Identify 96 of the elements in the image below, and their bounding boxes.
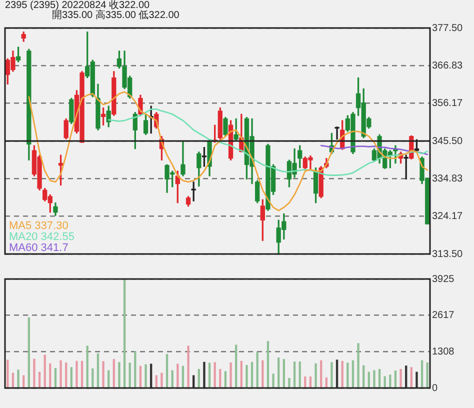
text: MA5 337.30 bbox=[9, 220, 68, 232]
bar bbox=[6, 360, 9, 388]
bar bbox=[44, 354, 46, 388]
bar bbox=[176, 364, 179, 388]
bar bbox=[262, 360, 264, 388]
bar bbox=[123, 279, 126, 388]
bar bbox=[203, 362, 206, 388]
bar bbox=[198, 368, 200, 388]
bar bbox=[378, 368, 381, 388]
bar bbox=[278, 357, 280, 388]
bar bbox=[144, 364, 147, 388]
bar bbox=[214, 362, 216, 388]
y-tick-label: 356.17 bbox=[432, 98, 464, 110]
bar bbox=[256, 352, 258, 388]
bar bbox=[118, 362, 120, 388]
bar bbox=[108, 370, 110, 388]
bar bbox=[171, 370, 174, 388]
bar bbox=[166, 354, 168, 388]
bar bbox=[394, 370, 397, 388]
text: MA60 341.7 bbox=[9, 242, 68, 254]
y-tick-label: 2617 bbox=[432, 310, 455, 322]
bar bbox=[288, 378, 290, 388]
bar bbox=[272, 374, 274, 388]
bar bbox=[368, 372, 370, 388]
bar bbox=[266, 340, 270, 388]
bar bbox=[80, 360, 84, 388]
bar bbox=[293, 362, 296, 388]
bar bbox=[17, 370, 20, 388]
bar bbox=[187, 346, 190, 388]
y-tick-label: 0 bbox=[432, 382, 438, 394]
bar bbox=[426, 362, 428, 388]
text: MA20 342.55 bbox=[9, 231, 74, 243]
bar bbox=[325, 377, 328, 388]
y-tick-label: 366.83 bbox=[432, 60, 464, 72]
bar bbox=[219, 368, 222, 388]
bar bbox=[208, 362, 211, 388]
bar bbox=[22, 375, 25, 388]
bar bbox=[86, 346, 88, 388]
bar bbox=[282, 359, 285, 388]
bar bbox=[33, 358, 36, 388]
bar bbox=[304, 376, 306, 388]
bar bbox=[416, 372, 418, 388]
bar bbox=[240, 360, 242, 388]
bar bbox=[96, 353, 100, 388]
bar bbox=[192, 375, 195, 388]
bar bbox=[76, 360, 78, 388]
bar bbox=[60, 360, 62, 388]
y-tick-label: 313.50 bbox=[432, 248, 464, 260]
bar bbox=[65, 362, 68, 388]
bar bbox=[28, 317, 30, 388]
bar bbox=[336, 360, 338, 388]
bar bbox=[12, 372, 14, 388]
bar bbox=[410, 367, 412, 388]
bar bbox=[384, 376, 386, 388]
bar bbox=[362, 365, 365, 388]
bar bbox=[330, 362, 333, 388]
bar bbox=[246, 364, 248, 388]
bar bbox=[373, 370, 376, 388]
bar bbox=[139, 366, 142, 388]
bar bbox=[405, 366, 408, 388]
bar bbox=[235, 344, 238, 388]
bar bbox=[38, 372, 41, 388]
bar bbox=[155, 375, 158, 388]
bar bbox=[92, 368, 94, 388]
bar bbox=[70, 367, 72, 388]
y-tick-label: 334.83 bbox=[432, 173, 464, 184]
bar bbox=[314, 363, 317, 388]
bar bbox=[420, 360, 424, 388]
y-tick-label: 3925 bbox=[432, 274, 455, 285]
bar bbox=[341, 360, 344, 388]
bar bbox=[346, 362, 349, 388]
bar bbox=[357, 343, 360, 388]
bar bbox=[400, 368, 402, 388]
bar bbox=[134, 351, 136, 388]
bar bbox=[309, 376, 312, 388]
chart-subtitle: 開335.00 高335.00 低322.00 bbox=[52, 10, 180, 21]
chart-title: 2395 (2395) 20220824 收322.00 bbox=[5, 0, 150, 11]
bar bbox=[112, 359, 115, 388]
bar bbox=[389, 374, 392, 388]
bar bbox=[298, 362, 301, 388]
bar bbox=[352, 360, 354, 388]
y-tick-label: 1308 bbox=[432, 346, 455, 358]
bar bbox=[150, 364, 152, 388]
bar bbox=[54, 368, 57, 388]
bar bbox=[182, 366, 184, 388]
bar bbox=[250, 362, 254, 388]
y-tick-label: 324.17 bbox=[432, 211, 464, 222]
bar bbox=[224, 371, 227, 388]
bar bbox=[320, 360, 322, 388]
y-tick-label: 377.50 bbox=[432, 22, 464, 34]
bar bbox=[230, 362, 232, 388]
bar bbox=[160, 372, 163, 388]
y-tick-label: 345.50 bbox=[432, 136, 464, 147]
bar bbox=[49, 363, 52, 388]
bar bbox=[128, 362, 131, 388]
bar bbox=[102, 361, 104, 388]
